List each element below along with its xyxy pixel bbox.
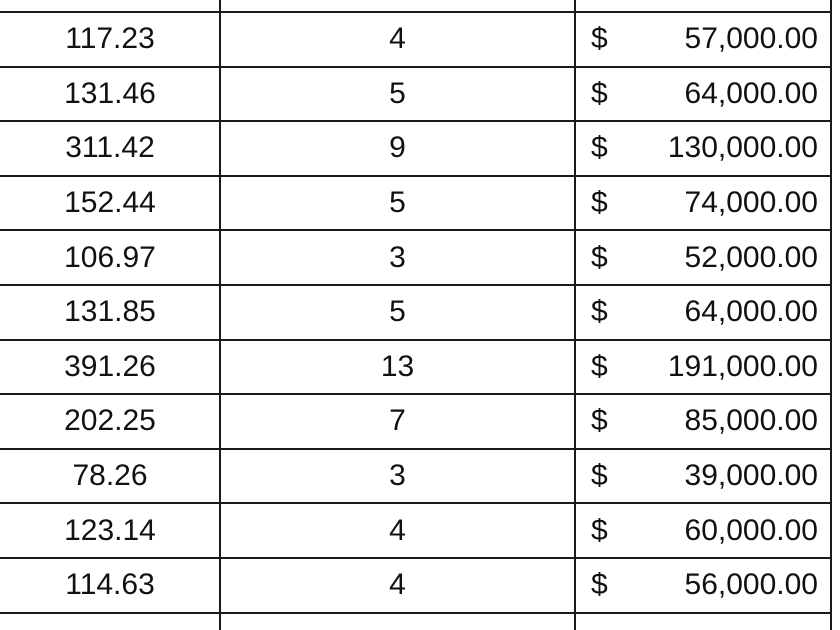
amount-value: 64,000.00 — [684, 295, 818, 329]
count-cell[interactable]: 5 — [389, 295, 406, 329]
amount-value: 85,000.00 — [684, 404, 818, 438]
amount-value: 39,000.00 — [684, 459, 818, 493]
value-cell[interactable]: 311.42 — [65, 131, 155, 165]
table-row: 123.14 4 $60,000.00 — [0, 503, 840, 558]
count-cell[interactable]: 4 — [389, 513, 406, 547]
row-border — [0, 284, 832, 286]
value-cell[interactable]: 106.97 — [64, 240, 156, 274]
row-border — [0, 338, 832, 341]
amount-cell[interactable]: $39,000.00 — [575, 449, 830, 504]
amount-cell[interactable]: $85,000.00 — [575, 394, 830, 449]
table-row: 78.26 3 $39,000.00 — [0, 449, 840, 504]
row-border — [0, 502, 832, 505]
table-row: 202.25 7 $85,000.00 — [0, 394, 840, 449]
currency-symbol: $ — [591, 240, 608, 274]
value-cell[interactable]: 391.26 — [64, 349, 156, 383]
table-row: 391.26 13 $191,000.00 — [0, 340, 840, 395]
column-border — [830, 0, 832, 630]
currency-symbol: $ — [591, 404, 608, 438]
currency-symbol: $ — [591, 295, 608, 329]
column-border — [219, 0, 221, 630]
count-cell[interactable]: 7 — [389, 404, 406, 438]
column-border — [574, 0, 576, 630]
currency-symbol: $ — [591, 349, 608, 383]
row-border — [0, 393, 832, 396]
value-cell[interactable]: 152.44 — [64, 186, 156, 220]
amount-cell[interactable]: $52,000.00 — [575, 230, 830, 285]
count-cell[interactable]: 5 — [389, 76, 406, 110]
currency-symbol: $ — [591, 568, 608, 602]
value-cell[interactable]: 117.23 — [65, 22, 155, 56]
value-cell[interactable]: 131.85 — [64, 295, 156, 329]
amount-cell[interactable]: $130,000.00 — [575, 121, 830, 176]
count-cell[interactable]: 9 — [389, 131, 406, 165]
amount-value: 60,000.00 — [684, 513, 818, 547]
row-border — [0, 557, 832, 559]
amount-cell[interactable]: $57,000.00 — [575, 12, 830, 67]
amount-value: 130,000.00 — [667, 131, 818, 165]
currency-symbol: $ — [591, 22, 608, 56]
amount-cell[interactable]: $60,000.00 — [575, 503, 830, 558]
amount-value: 191,000.00 — [667, 349, 818, 383]
row-border — [0, 174, 832, 177]
row-border — [0, 229, 832, 232]
row-border — [0, 65, 832, 68]
amount-cell[interactable]: $191,000.00 — [575, 340, 830, 395]
value-cell[interactable]: 123.14 — [64, 513, 156, 547]
row-border — [0, 611, 832, 614]
value-cell[interactable]: 202.25 — [64, 404, 156, 438]
table-row: 117.23 4 $57,000.00 — [0, 12, 840, 67]
row-border — [0, 120, 832, 123]
amount-cell[interactable]: $64,000.00 — [575, 285, 830, 340]
count-cell[interactable]: 4 — [389, 568, 406, 602]
currency-symbol: $ — [591, 131, 608, 165]
value-cell[interactable]: 78.26 — [72, 459, 148, 493]
amount-value: 74,000.00 — [684, 186, 818, 220]
count-cell[interactable]: 3 — [389, 459, 406, 493]
value-cell[interactable]: 131.46 — [64, 76, 156, 110]
amount-cell[interactable]: $74,000.00 — [575, 176, 830, 231]
count-cell[interactable]: 5 — [389, 186, 406, 220]
amount-value: 64,000.00 — [684, 76, 818, 110]
table-row: 131.46 5 $64,000.00 — [0, 67, 840, 122]
amount-value: 52,000.00 — [684, 240, 818, 274]
currency-symbol: $ — [591, 186, 608, 220]
row-border — [0, 447, 832, 450]
count-cell[interactable]: 13 — [380, 349, 415, 383]
count-cell[interactable]: 4 — [389, 22, 406, 56]
currency-symbol: $ — [591, 76, 608, 110]
table-row: 131.85 5 $64,000.00 — [0, 285, 840, 340]
amount-cell[interactable]: $64,000.00 — [575, 67, 830, 122]
table-row: 311.42 9 $130,000.00 — [0, 121, 840, 176]
row-border — [0, 11, 832, 13]
table-row: 152.44 5 $74,000.00 — [0, 176, 840, 231]
table-row: 106.97 3 $52,000.00 — [0, 230, 840, 285]
currency-symbol: $ — [591, 459, 608, 493]
value-cell[interactable]: 114.63 — [65, 568, 155, 602]
amount-value: 56,000.00 — [684, 568, 818, 602]
table-row: 114.63 4 $56,000.00 — [0, 558, 840, 613]
amount-cell[interactable]: $56,000.00 — [575, 558, 830, 613]
count-cell[interactable]: 3 — [389, 240, 406, 274]
amount-value: 57,000.00 — [684, 22, 818, 56]
currency-symbol: $ — [591, 513, 608, 547]
